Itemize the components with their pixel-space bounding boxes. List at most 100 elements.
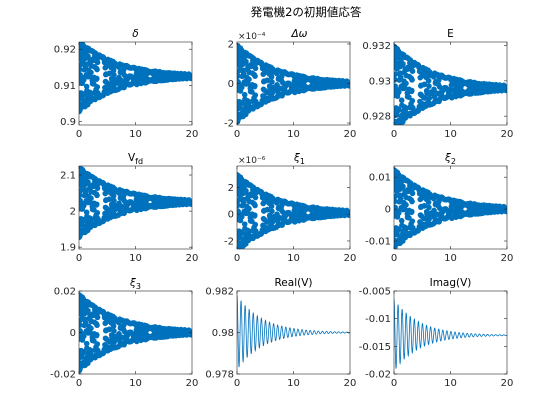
data-point [421,202,428,209]
x-tick-label: 10 [287,253,300,264]
data-point [83,209,90,216]
data-point [394,198,398,205]
data-point [94,59,101,66]
series-delta [79,42,192,115]
data-point [243,58,249,65]
data-point [110,67,117,74]
x-tick-label: 0 [234,253,240,264]
data-point [79,317,84,323]
data-point [189,199,192,206]
data-point [111,339,118,345]
data-point [408,208,415,215]
y-tick-label: -0.01 [365,237,391,248]
y-tick-label: 0.9 [60,117,76,128]
data-point [264,219,271,225]
data-point [264,206,271,213]
data-point [268,203,275,210]
y-tick-label: 0.01 [369,173,391,184]
data-point [269,208,275,215]
y-tick-label: 2 [228,39,234,50]
data-point [243,188,249,194]
data-point [421,95,428,101]
y-tick-label: 0.93 [369,76,391,87]
y-tick-label: -2 [224,236,234,247]
data-point [94,314,101,321]
data-point [93,75,100,82]
series-xi3 [79,292,192,374]
data-point [252,202,258,209]
data-point [246,205,252,212]
data-point [252,221,259,228]
subplot-title: ξ1 [293,152,305,166]
data-point [93,201,100,208]
data-point [406,94,412,100]
data-point [269,219,276,226]
x-tick-label: 20 [501,378,514,389]
series-imagv [394,299,507,369]
series-vfd [79,166,192,241]
data-point [238,101,245,107]
subplot-vfd: 0 10 20 1.9 2 2.1 Vfd [60,152,198,264]
subplot-realv: 0 10 20 0.978 0.98 0.982 Real(V) [205,277,356,389]
y-tick-label: 0.98 [212,328,234,339]
subplot-E: 0 10 20 0.928 0.93 0.932 E [362,28,513,140]
data-point [394,193,399,199]
y-tick-label: 0.928 [362,112,391,123]
series-E [394,43,507,125]
data-point [111,197,117,204]
data-point [409,198,415,205]
data-point [238,230,245,237]
y-tick-label: 0.02 [54,287,76,298]
data-point [88,69,94,76]
data-point [398,97,405,104]
data-point [264,89,271,96]
y-tick-label: 0 [385,205,391,216]
x-tick-label: 0 [76,253,82,264]
data-point [80,217,87,224]
data-point [394,71,399,77]
series-xi1 [237,172,350,249]
data-point [94,84,101,90]
x-tick-label: 20 [186,253,199,264]
y-tick-label: 0 [228,79,234,90]
data-point [94,322,100,329]
data-point [237,105,243,111]
data-point [403,80,409,87]
figure-title: 発電機2の初期値応答 [251,5,362,19]
y-tick-label: 0 [228,210,234,221]
data-point [79,62,84,68]
data-point [251,83,258,89]
data-point [246,76,252,83]
y-tick-label: -0.02 [365,370,391,381]
data-point [240,200,247,206]
data-point [269,79,275,85]
data-point [241,221,248,227]
data-point [268,74,275,80]
data-point [111,72,117,78]
y-tick-label: -0.015 [359,342,391,353]
data-point [85,53,91,60]
data-point [269,90,276,96]
subplot-domega: 0 10 20-202×10⁻⁴ Δω [224,28,356,140]
data-point [397,196,404,202]
data-point [110,323,117,329]
subplot-title: ξ3 [129,277,141,291]
data-point [252,73,258,79]
data-point [395,107,402,114]
subplot-xi1: 0 10 20-202×10⁻⁶ ξ1 [224,152,356,264]
data-point [94,66,100,73]
x-tick-label: 0 [234,378,240,389]
y-tick-label: 0.92 [54,45,76,56]
data-point [425,199,432,206]
x-tick-label: 0 [234,129,240,140]
data-point [240,71,247,77]
x-tick-label: 20 [344,253,357,264]
data-point [237,197,242,204]
data-point [252,65,259,72]
data-point [426,204,432,211]
subplot-title: Imag(V) [430,277,472,289]
data-point [239,84,245,91]
